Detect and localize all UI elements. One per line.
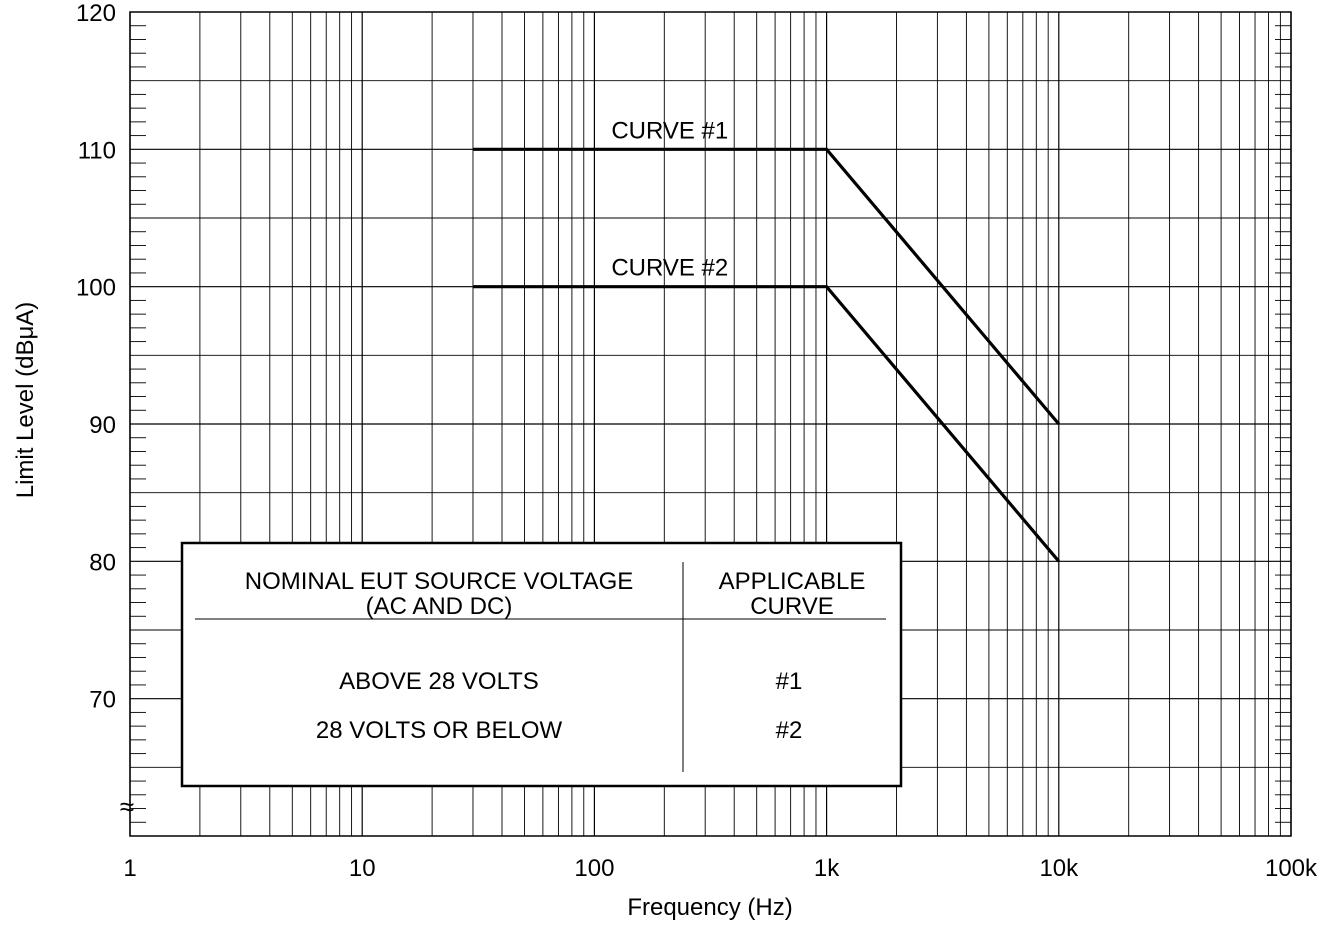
legend-row-voltage: 28 VOLTS OR BELOW <box>316 717 563 744</box>
legend-header-voltage-line2: (AC AND DC) <box>366 593 513 620</box>
x-axis-title: Frequency (Hz) <box>627 894 792 921</box>
x-tick-label: 10 <box>349 855 376 882</box>
legend-header-curve-line1: APPLICABLE <box>719 568 866 595</box>
x-tick-label: 1k <box>814 855 840 882</box>
x-tick-label: 10k <box>1039 855 1079 882</box>
series-labels: CURVE #1 CURVE #2 <box>611 117 728 281</box>
series-lines <box>473 147 1061 563</box>
x-tick-label: 100 <box>574 855 614 882</box>
series-line-2 <box>473 285 1061 563</box>
y-tick-labels: 70 80 90 100 110 120 <box>76 0 116 714</box>
legend-header-curve-line2: CURVE <box>750 593 834 620</box>
legend-table: NOMINAL EUT SOURCE VOLTAGE (AC AND DC) A… <box>180 541 903 788</box>
legend-row-curve: #2 <box>776 717 803 744</box>
y-tick-label: 100 <box>76 275 116 302</box>
series-label-1: CURVE #1 <box>611 117 728 144</box>
x-tick-labels: 1 10 100 1k 10k 100k <box>123 855 1318 882</box>
y-axis-break-symbol: ≈ <box>120 791 134 821</box>
legend-row-voltage: ABOVE 28 VOLTS <box>339 668 539 695</box>
legend-row-curve: #1 <box>776 668 803 695</box>
y-axis-title: Limit Level (dBμA) <box>12 302 39 499</box>
series-line-1 <box>473 147 1061 426</box>
y-minor-ticks <box>130 25 1291 823</box>
y-tick-label: 70 <box>89 687 116 714</box>
y-tick-label: 110 <box>78 137 116 164</box>
x-tick-label: 100k <box>1265 855 1318 882</box>
x-tick-label: 1 <box>123 855 136 882</box>
plot-frame <box>129 11 1292 837</box>
legend-header-voltage-line1: NOMINAL EUT SOURCE VOLTAGE <box>245 568 634 595</box>
legend-table-frame <box>180 541 903 788</box>
y-tick-label: 90 <box>89 412 116 439</box>
y-tick-label: 120 <box>76 0 116 27</box>
series-label-2: CURVE #2 <box>611 255 728 282</box>
y-tick-label: 80 <box>89 549 116 576</box>
